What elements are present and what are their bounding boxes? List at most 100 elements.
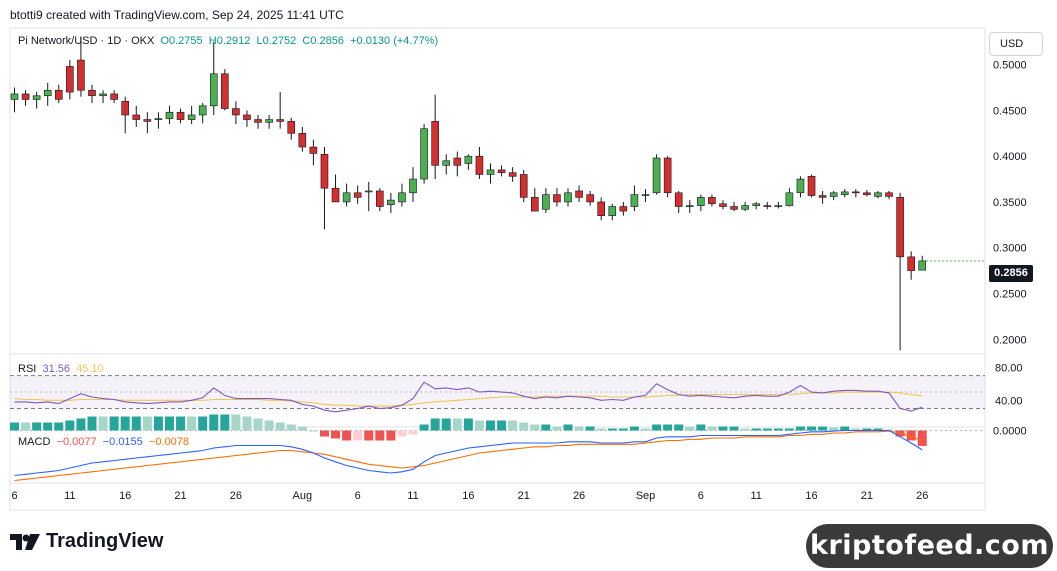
macd-histogram-bar — [508, 420, 518, 431]
candle-body — [143, 119, 152, 122]
macd-histogram-bar — [430, 418, 440, 431]
candle — [840, 189, 849, 198]
time-tick-label: 16 — [119, 490, 131, 502]
candle-body — [209, 73, 218, 107]
candle-body — [763, 205, 772, 207]
candle-body — [575, 190, 583, 198]
macd-histogram-bar — [851, 428, 861, 431]
candle-body — [741, 205, 749, 210]
candle-body — [918, 260, 927, 271]
candle-body — [564, 192, 572, 203]
candle — [88, 84, 96, 104]
candle-body — [519, 174, 528, 198]
macd-histogram-bar — [784, 428, 794, 431]
candle — [597, 197, 606, 221]
macd-histogram-bar — [629, 426, 639, 431]
macd-histogram-bar — [729, 426, 739, 431]
candle — [165, 105, 174, 125]
macd-histogram-bar — [32, 422, 42, 431]
macd-histogram-bar — [353, 430, 363, 441]
candle-body — [597, 201, 606, 216]
candle-body — [475, 155, 484, 175]
candle — [907, 251, 915, 280]
macd-histogram-bar — [707, 426, 717, 431]
macd-histogram-bar — [474, 420, 484, 431]
macd-histogram-bar — [452, 418, 462, 431]
candle-body — [298, 132, 307, 148]
rsi-name: RSI — [18, 363, 37, 375]
macd-histogram-bar — [652, 424, 662, 431]
macd-histogram-bar — [198, 416, 208, 431]
symbol-name: Pi Network/USD · 1D · OKX — [18, 35, 155, 47]
macd-histogram-bar — [408, 430, 418, 435]
candle-body — [110, 93, 118, 100]
candle-body — [398, 192, 406, 203]
candlestick-series — [10, 37, 985, 351]
candle-body — [309, 146, 318, 154]
candle — [77, 37, 85, 97]
macd-histogram-bar — [718, 426, 728, 431]
candle-body — [896, 197, 904, 258]
close-value: C0.2856 — [302, 35, 344, 47]
macd-hist-value: −0.0077 — [56, 436, 97, 448]
candle — [353, 185, 362, 204]
candle — [154, 112, 163, 129]
candle — [10, 87, 19, 113]
macd-histogram-bar — [98, 416, 108, 431]
candle-body — [697, 197, 705, 206]
candle-body — [708, 197, 716, 205]
candle-body — [807, 176, 816, 196]
macd-histogram-bar — [54, 422, 64, 431]
macd-histogram-bar — [242, 416, 252, 431]
candle — [619, 201, 628, 216]
macd-histogram-bar — [286, 424, 296, 431]
time-tick-label: 26 — [916, 490, 928, 502]
macd-histogram-bar — [220, 414, 230, 431]
candle-body — [342, 192, 351, 203]
candle-body — [121, 100, 129, 116]
chart-canvas[interactable]: 0.5000 0.4500 0.4000 0.3500 0.3000 0.2500 0.20… — [0, 0, 1057, 520]
symbol-legend: Pi Network/USD · 1D · OKX O0.2755 H0.291… — [18, 35, 438, 47]
candle — [364, 181, 373, 212]
candle — [553, 188, 561, 207]
candle — [464, 154, 473, 170]
candle — [697, 194, 705, 212]
rsi-ma-value: 45.10 — [76, 363, 104, 375]
candle — [896, 192, 904, 351]
time-tick-label: 6 — [355, 490, 361, 502]
candle — [132, 105, 141, 127]
candle — [564, 188, 572, 207]
macd-histogram-bar — [43, 422, 53, 431]
candle — [453, 151, 462, 177]
high-value: H0.2912 — [208, 35, 251, 47]
macd-histogram-bar — [862, 428, 872, 431]
macd-histogram-bar — [530, 424, 540, 431]
price-tick-label: 0.2500 — [993, 288, 1027, 300]
candle — [187, 105, 196, 125]
currency-button[interactable]: USD — [989, 32, 1043, 56]
tradingview-logo[interactable]: TradingView — [10, 530, 163, 553]
macd-histogram-bar — [375, 430, 385, 441]
candle-body — [198, 105, 207, 116]
candle-body — [221, 73, 229, 109]
candle-body — [420, 128, 428, 180]
candle-body — [243, 114, 251, 120]
candle — [243, 110, 251, 127]
macd-histogram-bar — [386, 430, 396, 441]
candle-body — [364, 190, 373, 193]
candle-body — [331, 187, 340, 203]
candle-body — [254, 119, 262, 123]
candle — [176, 108, 185, 124]
candle-body — [874, 192, 882, 197]
candle — [863, 190, 871, 197]
candle — [796, 176, 805, 198]
macd-histogram-bar — [231, 414, 241, 431]
time-axis: 6 11 16 21 26 Aug 6 11 16 21 26 Sep 6 11 16 21 26 — [11, 490, 928, 502]
macd-histogram-bar — [751, 428, 761, 431]
macd-histogram-bar — [342, 430, 352, 441]
macd-histogram-bar — [685, 426, 695, 431]
time-tick-label: Aug — [293, 490, 313, 502]
candle-body — [641, 194, 650, 196]
candle — [143, 112, 152, 134]
macd-histogram-bar — [331, 430, 341, 439]
